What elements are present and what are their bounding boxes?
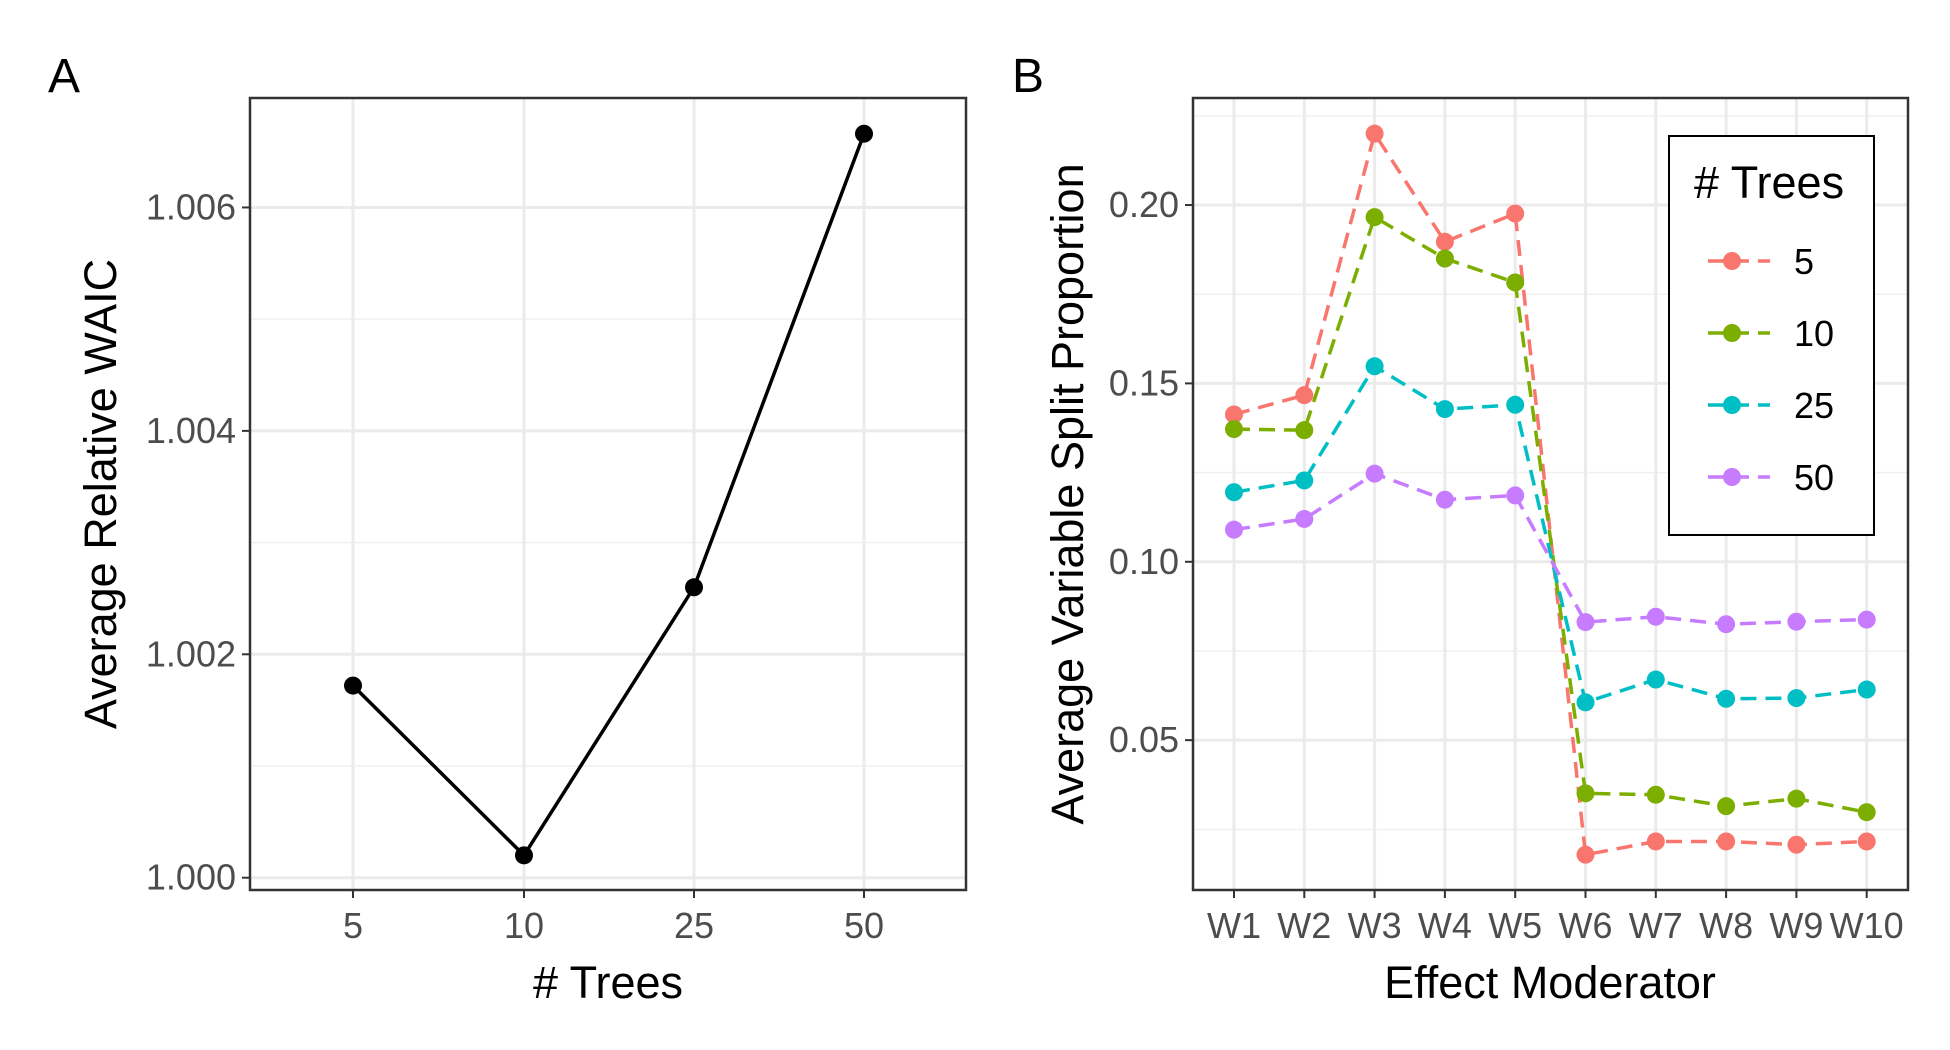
- data-point-50: [1295, 509, 1314, 528]
- data-point-5: [1225, 405, 1243, 424]
- plot-background: [250, 98, 966, 890]
- data-point-50: [1717, 615, 1736, 634]
- data-point-10: [1646, 785, 1665, 804]
- data-point-25: [1225, 483, 1243, 502]
- legend-label: 5: [1794, 241, 1814, 282]
- data-point-25: [1717, 689, 1736, 708]
- data-point-50: [1576, 613, 1595, 632]
- x-tick-label: W1: [1207, 905, 1261, 946]
- y-tick-label: 0.15: [1109, 362, 1179, 403]
- legend-label: 10: [1794, 313, 1834, 354]
- y-tick-label: 1.006: [146, 186, 236, 227]
- data-point-50: [1365, 464, 1384, 483]
- data-point-10: [1576, 784, 1595, 803]
- legend: # Trees 5 10 25 50: [1668, 135, 1875, 536]
- data-point-50: [1435, 490, 1454, 509]
- data-point-50: [1857, 610, 1876, 629]
- x-tick-label: W8: [1699, 905, 1753, 946]
- data-point-10: [1787, 789, 1806, 808]
- data-point-10: [1225, 420, 1243, 439]
- data-point-25: [1646, 670, 1665, 689]
- x-tick-label: 25: [674, 905, 714, 946]
- data-point-5: [1435, 232, 1454, 251]
- data-point-50: [1646, 607, 1665, 626]
- data-point-5: [1365, 124, 1384, 143]
- data-point-50: [1506, 486, 1525, 505]
- x-tick-label: W2: [1277, 905, 1331, 946]
- data-point-10: [1506, 273, 1525, 292]
- x-tick-label: W5: [1488, 905, 1542, 946]
- data-point-5: [1787, 835, 1806, 854]
- series-line-25: [1233, 363, 1867, 705]
- data-point-50: [1225, 520, 1243, 539]
- data-point: [855, 124, 873, 143]
- data-point-5: [1295, 386, 1314, 405]
- x-tick-label: W10: [1830, 905, 1904, 946]
- data-point-5: [1857, 832, 1876, 851]
- legend-label: 25: [1794, 385, 1834, 426]
- panel-border: [1191, 96, 1910, 892]
- legend-label: 50: [1794, 457, 1834, 498]
- x-tick-label: W4: [1418, 905, 1472, 946]
- panel-border: [248, 96, 968, 892]
- x-tick-label: 5: [343, 905, 363, 946]
- data-point: [344, 676, 362, 695]
- panel-label-a: A: [48, 50, 80, 103]
- legend-key-point: [1723, 324, 1741, 342]
- x-tick-label: W3: [1348, 905, 1402, 946]
- data-point-25: [1576, 693, 1595, 712]
- data-point-25: [1365, 357, 1384, 376]
- y-tick-label: 0.05: [1109, 719, 1179, 760]
- x-tick-label: 50: [844, 905, 884, 946]
- legend-key-point: [1723, 396, 1741, 414]
- x-tick-label: 10: [504, 905, 544, 946]
- data-point-5: [1576, 845, 1595, 864]
- data-point-10: [1295, 421, 1314, 440]
- data-point: [515, 846, 533, 865]
- y-axis-title-a: Average Relative WAIC: [75, 259, 126, 729]
- legend-key-point: [1723, 468, 1741, 486]
- data-point-5: [1646, 832, 1665, 851]
- data-line: [351, 133, 866, 859]
- data-point-10: [1857, 803, 1876, 822]
- data-point: [685, 578, 703, 597]
- data-point-25: [1295, 471, 1314, 490]
- y-tick-label: 0.20: [1109, 184, 1179, 225]
- data-point-25: [1506, 395, 1525, 414]
- y-axis-title-b: Average Variable Split Proportion: [1042, 163, 1093, 824]
- y-tick-label: 1.000: [146, 857, 236, 898]
- data-point-10: [1365, 208, 1384, 227]
- data-point-50: [1787, 612, 1806, 631]
- legend-key-point: [1723, 252, 1741, 270]
- panel-label-b: B: [1012, 50, 1044, 103]
- data-point-25: [1857, 680, 1876, 699]
- data-point-10: [1435, 249, 1454, 268]
- data-point-5: [1717, 832, 1736, 851]
- series-line-10: [1233, 214, 1868, 814]
- panel-a-chart: 1.000 1.002 1.004 1.006 5 10 25 50: [146, 96, 968, 946]
- y-tick-label: 0.10: [1109, 541, 1179, 582]
- data-point-5: [1506, 204, 1525, 223]
- legend-title: # Trees: [1694, 157, 1844, 208]
- x-axis-title-b: Effect Moderator: [1384, 957, 1716, 1008]
- series-line-5: [1233, 129, 1867, 857]
- x-tick-label: W6: [1559, 905, 1613, 946]
- data-point-25: [1435, 400, 1454, 419]
- x-axis-title-a: # Trees: [533, 957, 683, 1008]
- data-point-10: [1717, 797, 1736, 816]
- x-tick-label: W7: [1629, 905, 1683, 946]
- y-tick-label: 1.002: [146, 633, 236, 674]
- data-point-25: [1787, 689, 1806, 708]
- series-line-50: [1233, 471, 1867, 626]
- x-tick-label: W9: [1769, 905, 1823, 946]
- y-tick-label: 1.004: [146, 410, 236, 451]
